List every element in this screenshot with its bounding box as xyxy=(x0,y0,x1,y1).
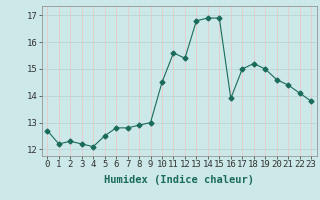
X-axis label: Humidex (Indice chaleur): Humidex (Indice chaleur) xyxy=(104,175,254,185)
